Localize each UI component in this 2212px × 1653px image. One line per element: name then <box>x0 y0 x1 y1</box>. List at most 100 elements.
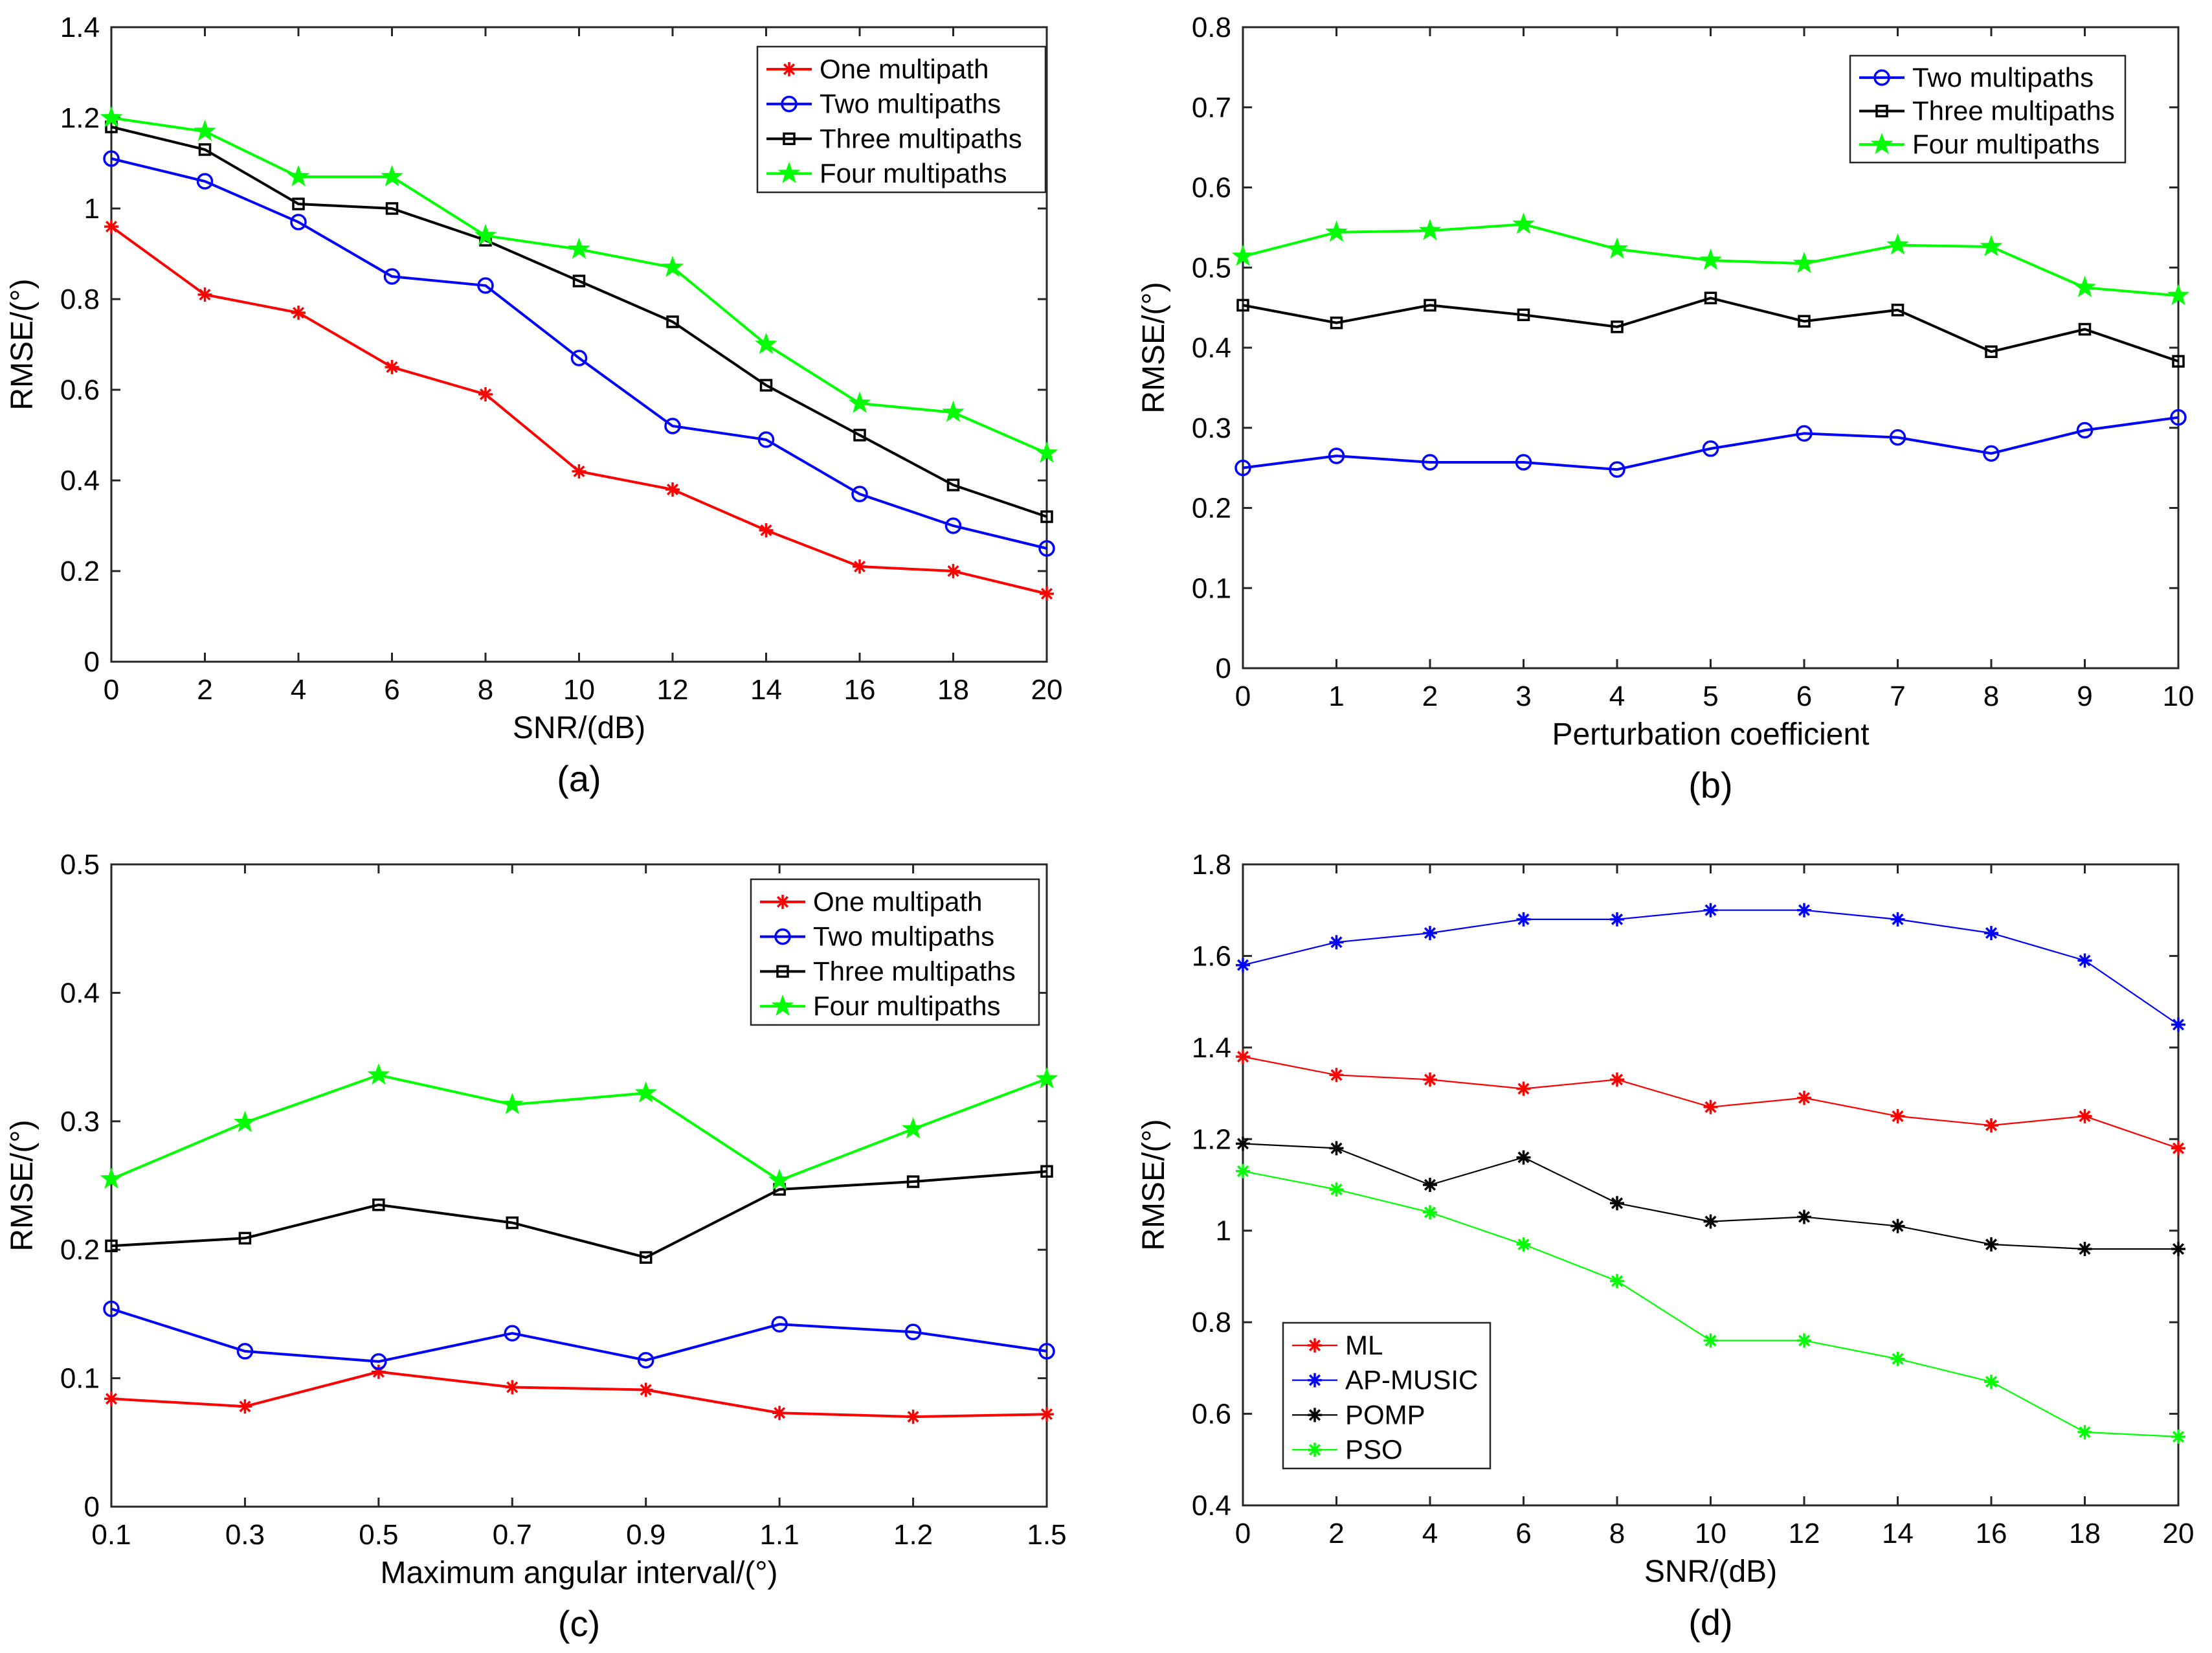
data-point <box>292 197 305 210</box>
data-point <box>477 277 494 294</box>
data-point <box>572 464 587 478</box>
legend-box <box>750 878 1040 1026</box>
legend-marker <box>1308 1443 1322 1457</box>
data-point <box>755 332 777 354</box>
legend-label: Two multipaths <box>820 89 1001 119</box>
data-point <box>637 1352 654 1369</box>
legend-marker <box>1308 1338 1322 1353</box>
data-point <box>942 400 965 422</box>
x-tick-label: 2 <box>1422 680 1438 712</box>
data-point <box>194 119 216 141</box>
data-point <box>906 1410 921 1424</box>
legend-box <box>756 45 1047 194</box>
data-point <box>198 143 212 156</box>
data-point <box>1516 1150 1531 1165</box>
legend-marker <box>1875 104 1888 118</box>
data-point <box>2073 275 2096 297</box>
data-point <box>1890 1108 1905 1123</box>
legend-marker <box>781 95 798 113</box>
data-point <box>238 1231 252 1245</box>
data-point <box>2077 1424 2092 1439</box>
data-point <box>1423 1205 1437 1220</box>
x-tick-label: 1.2 <box>893 1519 933 1551</box>
y-tick-label: 0.3 <box>60 1106 100 1138</box>
chart-panel-1: 0 2 4 6 8 10 12 14 16 18 20 0 0.2 0.4 0.6 0.8 1 1.2 1.4 SNR… <box>5 12 1062 799</box>
x-tick-label: 14 <box>750 674 782 706</box>
data-point <box>234 1110 256 1132</box>
data-point <box>1984 1375 1998 1389</box>
data-point <box>2171 1017 2185 1032</box>
x-tick-label: 10 <box>2163 680 2195 712</box>
legend-label: Three multipaths <box>820 123 1022 153</box>
x-tick-label: 7 <box>1890 680 1905 712</box>
x-tick-label: 12 <box>657 674 689 706</box>
legend-label: AP-MUSIC <box>1345 1365 1478 1395</box>
x-tick-label: 1.1 <box>760 1519 799 1551</box>
y-tick-label: 0.6 <box>1192 172 1231 204</box>
data-point <box>1605 237 1629 259</box>
y-tick-label: 1.4 <box>1192 1032 1231 1064</box>
data-point <box>1610 912 1624 927</box>
data-point <box>759 379 773 392</box>
legend-label: Two multipaths <box>1912 62 2094 93</box>
data-point <box>287 164 310 186</box>
data-point <box>1890 912 1905 927</box>
y-tick-label: 0.6 <box>1192 1399 1231 1430</box>
data-point <box>1515 454 1532 471</box>
data-point <box>1611 320 1624 333</box>
data-point <box>2077 1242 2092 1256</box>
data-point <box>100 106 123 128</box>
data-point <box>1038 1343 1055 1360</box>
x-tick-label: 18 <box>937 674 969 706</box>
series-line <box>111 1307 1047 1363</box>
x-tick-label: 0.9 <box>626 1519 665 1551</box>
data-point <box>759 523 774 537</box>
data-point <box>196 173 214 190</box>
data-point <box>851 486 868 502</box>
x-tick-label: 8 <box>1609 1518 1625 1549</box>
legend-marker <box>776 894 790 909</box>
legend-marker <box>1873 69 1890 86</box>
y-tick-label: 0.4 <box>60 465 100 497</box>
x-tick-label: 20 <box>1031 674 1063 706</box>
data-point <box>103 150 120 167</box>
x-tick-label: 3 <box>1515 680 1531 712</box>
y-tick-label: 0 <box>1216 653 1231 684</box>
legend-marker <box>776 965 789 978</box>
series-line <box>111 1074 1047 1182</box>
data-point <box>1038 540 1055 557</box>
data-point <box>1236 958 1250 973</box>
data-point <box>1236 1136 1250 1151</box>
legend-label: One multipath <box>820 54 989 84</box>
x-tick-label: 6 <box>384 674 399 706</box>
legend-label: PSO <box>1345 1434 1403 1465</box>
data-point <box>100 1167 123 1189</box>
y-tick-label: 0.4 <box>1192 1490 1231 1522</box>
data-point <box>1424 298 1436 312</box>
x-tick-label: 0.7 <box>493 1519 532 1551</box>
data-point <box>1985 345 1998 358</box>
data-point <box>772 1406 787 1421</box>
x-tick-label: 2 <box>197 674 212 706</box>
x-tick-label: 4 <box>1422 1518 1438 1549</box>
data-point <box>568 237 590 259</box>
data-point <box>105 1239 118 1252</box>
data-point <box>1423 1072 1437 1087</box>
data-point <box>634 1081 658 1103</box>
y-tick-label: 1.8 <box>1192 849 1231 881</box>
x-tick-label: 9 <box>2077 680 2092 712</box>
x-axis-label: SNR/(dB) <box>1644 1555 1777 1589</box>
legend-label: POMP <box>1345 1399 1425 1430</box>
data-point <box>771 1316 788 1333</box>
data-point <box>383 268 401 285</box>
data-point <box>1035 1067 1058 1089</box>
x-axis-label: SNR/(dB) <box>513 711 645 745</box>
data-point <box>1516 912 1531 927</box>
data-point <box>638 1382 653 1397</box>
data-point <box>572 275 586 287</box>
data-point <box>1231 244 1255 266</box>
panel-caption: (b) <box>1688 765 1732 805</box>
series-line <box>111 157 1047 550</box>
